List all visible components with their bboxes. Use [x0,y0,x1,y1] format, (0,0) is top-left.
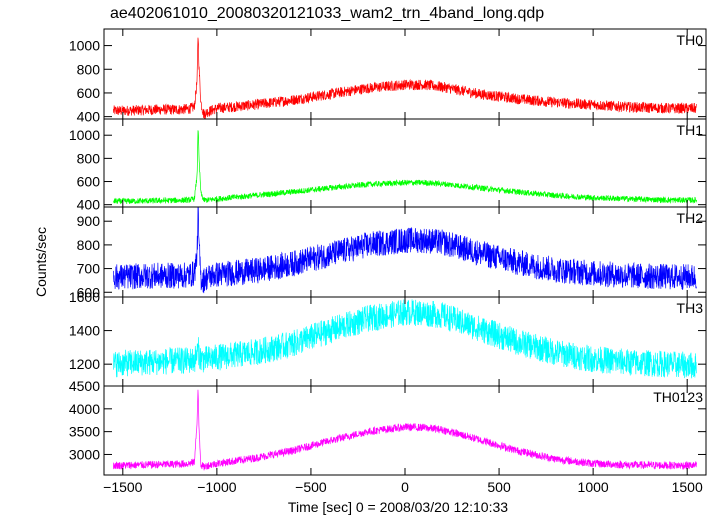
x-tick-label: 1500 [672,479,703,495]
panel-label: TH3 [677,300,704,316]
y-tick-label: 700 [77,261,101,277]
x-tick-label: 1000 [578,479,609,495]
chart-title: ae402061010_20080320121033_wam2_trn_4ban… [110,5,544,22]
y-axis-label: Counts/sec [33,227,49,297]
y-tick-label: 400 [77,109,101,125]
y-tick-label: 1000 [69,127,100,143]
y-tick-label: 800 [77,61,101,77]
y-tick-label: 600 [77,174,101,190]
x-tick-label: −500 [295,479,327,495]
series-line-th2 [113,207,697,294]
x-tick-label: 500 [487,479,511,495]
y-tick-label: 400 [77,197,101,213]
y-tick-label: 900 [77,213,101,229]
y-tick-label: 3000 [69,446,100,462]
panel-label: TH1 [677,122,704,138]
series-line-th3 [113,299,697,379]
panel-label: TH0123 [653,389,703,405]
y-tick-label: 1200 [69,356,100,372]
panel-frame [103,118,707,208]
series-line-th0 [113,37,697,119]
y-tick-label: 1000 [69,38,100,54]
y-tick-label: 600 [77,284,101,300]
panel-th1: 400 600 800 1000 TH1 [69,118,707,213]
x-tick-label: −1500 [103,479,143,495]
series-line-th1 [113,130,697,205]
panel-th3: 1200 1400 1600 TH3 [69,289,707,387]
y-tick-label: 3500 [69,424,100,440]
panel-th0: 400 600 800 1000 TH0 [69,28,707,125]
x-tick-label: 0 [401,479,409,495]
y-tick-label: 800 [77,150,101,166]
y-tick-label: 600 [77,85,101,101]
y-tick-label: 4500 [69,378,100,394]
x-tick-label: −1000 [197,479,237,495]
panels-layer: 400 600 800 1000 TH0 400 600 800 1000 TH1 600 700 80… [69,28,707,476]
y-tick-label: 1400 [69,323,100,339]
panel-th0123: 3000 3500 4000 4500 TH0123 [69,378,707,476]
y-tick-label: 1600 [69,289,100,305]
panel-label: TH0 [677,32,704,48]
y-tick-label: 4000 [69,401,100,417]
x-axis: −1500 −1000 −500 0 500 1000 1500 [103,479,703,495]
x-axis-label: Time [sec] 0 = 2008/03/20 12:10:33 [288,499,508,515]
panel-th2: 600 700 800 900 TH2 [77,206,707,300]
y-tick-label: 800 [77,237,101,253]
series-line-th0123 [113,389,697,471]
panel-label: TH2 [677,210,704,226]
